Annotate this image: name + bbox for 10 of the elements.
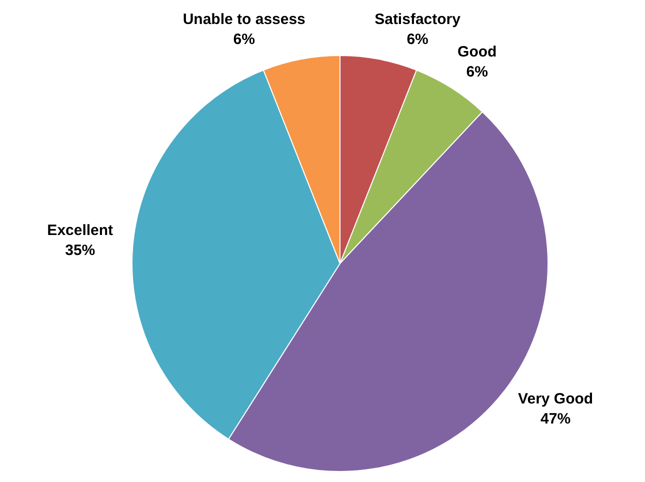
data-label: 35% (65, 242, 96, 260)
data-label: 47% (540, 410, 571, 428)
data-label: 6% (233, 30, 255, 48)
slice-label: Excellent (47, 222, 114, 240)
slice-label: Satisfactory (374, 10, 462, 28)
slice-label: Unable to assess (182, 10, 306, 28)
slice-label: Good (458, 44, 497, 61)
data-label: 6% (466, 64, 488, 81)
slice-label: Very Good (518, 390, 594, 408)
data-label: 6% (406, 30, 428, 48)
